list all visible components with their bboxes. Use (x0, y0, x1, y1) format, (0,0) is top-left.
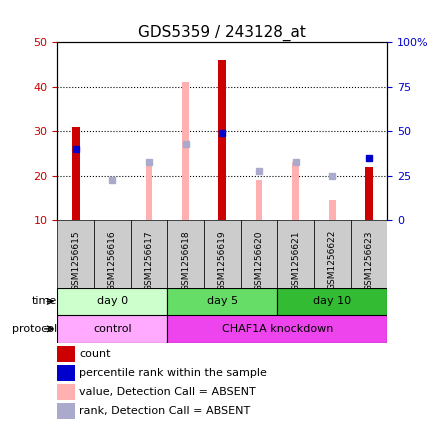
Bar (351, 220, 387, 288)
Text: time: time (32, 297, 57, 306)
Text: GSM1256619: GSM1256619 (218, 230, 227, 291)
Text: control: control (93, 324, 132, 334)
Text: GSM1256621: GSM1256621 (291, 230, 300, 291)
Bar (167, 315, 387, 343)
Bar (182, 82, 189, 220)
Bar (57, 384, 75, 401)
Bar (219, 136, 226, 220)
Bar (57, 365, 75, 382)
Bar (167, 288, 277, 315)
Text: GSM1256616: GSM1256616 (108, 230, 117, 291)
Text: day 5: day 5 (207, 297, 238, 306)
Bar (277, 288, 387, 315)
Text: day 0: day 0 (97, 297, 128, 306)
Bar (146, 162, 152, 220)
Text: GSM1256622: GSM1256622 (328, 230, 337, 291)
Bar (292, 162, 299, 220)
Bar (277, 220, 314, 288)
Title: GDS5359 / 243128_at: GDS5359 / 243128_at (138, 25, 306, 41)
Bar (314, 220, 351, 288)
Bar (57, 220, 94, 288)
Text: value, Detection Call = ABSENT: value, Detection Call = ABSENT (79, 387, 256, 397)
Text: percentile rank within the sample: percentile rank within the sample (79, 368, 267, 378)
Text: GSM1256623: GSM1256623 (364, 230, 374, 291)
Bar (57, 315, 167, 343)
Text: day 10: day 10 (313, 297, 351, 306)
Bar (218, 60, 226, 220)
Bar (72, 127, 80, 220)
Bar (204, 220, 241, 288)
Bar (365, 167, 373, 220)
Text: GSM1256620: GSM1256620 (254, 230, 264, 291)
Bar (241, 220, 277, 288)
Bar (57, 288, 167, 315)
Text: CHAF1A knockdown: CHAF1A knockdown (221, 324, 333, 334)
Text: count: count (79, 349, 111, 359)
Bar (57, 403, 75, 420)
Text: rank, Detection Call = ABSENT: rank, Detection Call = ABSENT (79, 406, 250, 416)
Bar (57, 346, 75, 363)
Bar (131, 220, 167, 288)
Bar (167, 220, 204, 288)
Text: GSM1256618: GSM1256618 (181, 230, 190, 291)
Text: GSM1256617: GSM1256617 (144, 230, 154, 291)
Bar (94, 220, 131, 288)
Bar (256, 180, 262, 220)
Bar (329, 200, 336, 220)
Text: GSM1256615: GSM1256615 (71, 230, 80, 291)
Text: protocol: protocol (12, 324, 57, 334)
